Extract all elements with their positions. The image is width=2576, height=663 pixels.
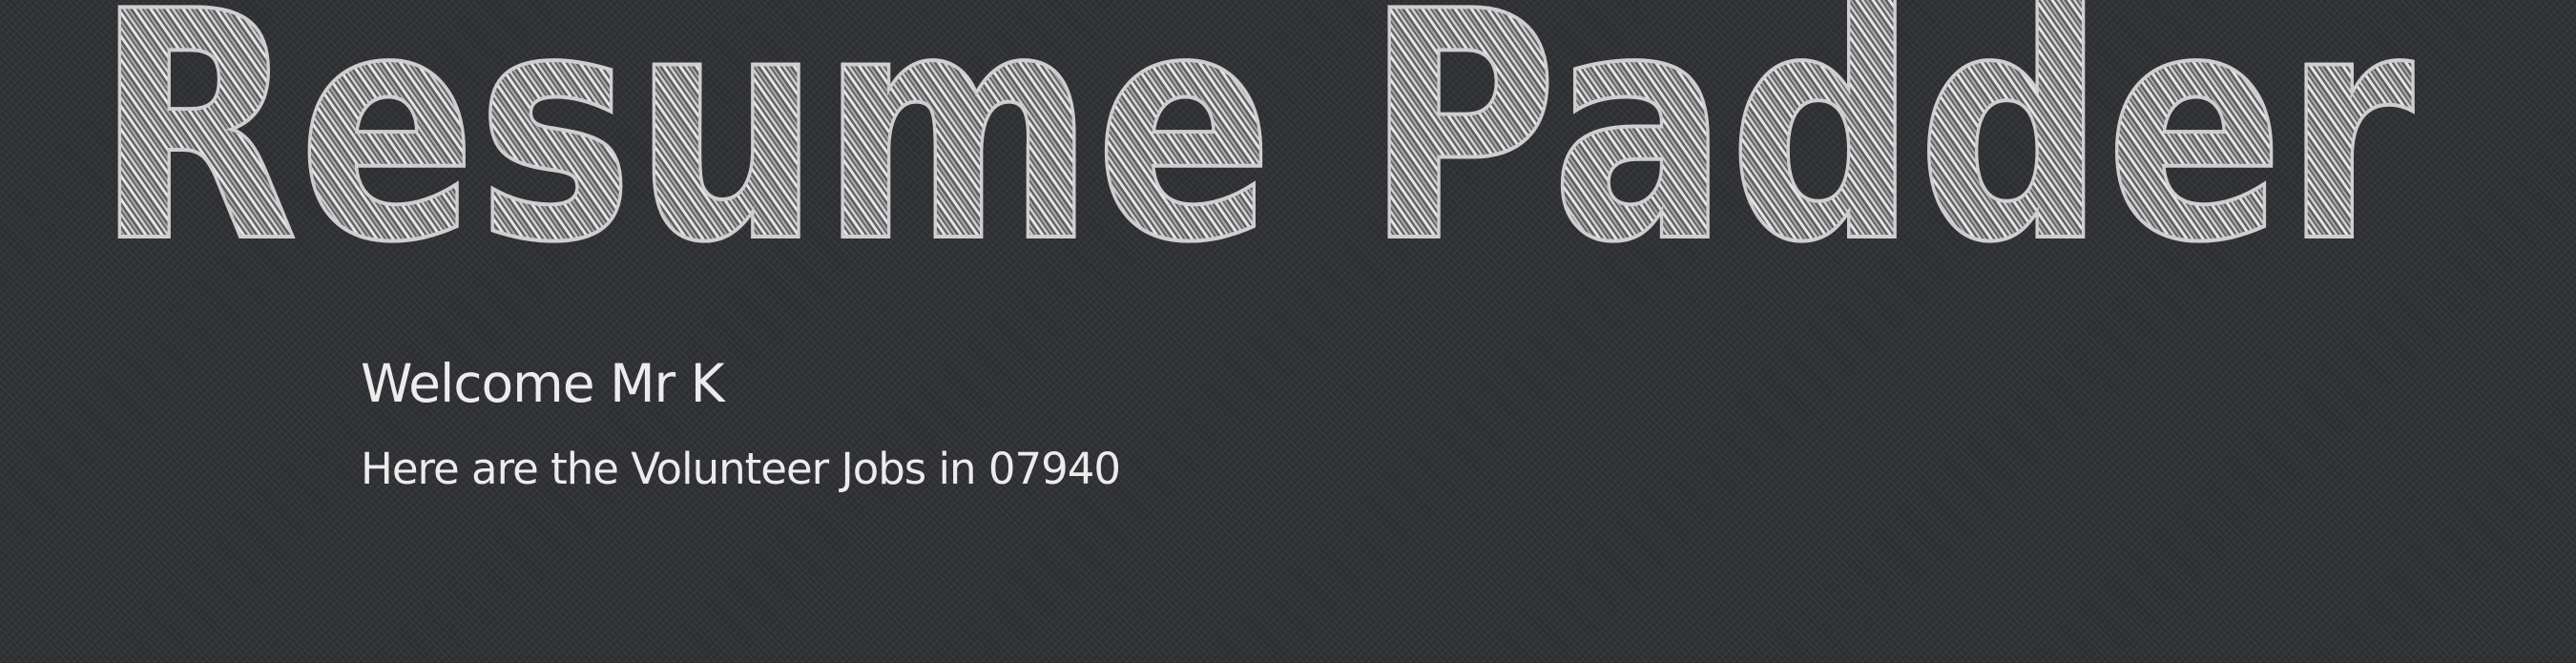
welcome-heading: Welcome Mr K (361, 353, 725, 414)
volunteer-jobs-heading: Here are the Volunteer Jobs in 07940 (361, 444, 1121, 494)
main-content: Welcome Mr K Here are the Volunteer Jobs… (361, 345, 2078, 503)
logo-text: Resume Padder (95, 0, 2416, 277)
site-logo-graphic: Resume Padder (93, 0, 2418, 277)
site-logo: Resume Padder (0, 0, 2576, 277)
